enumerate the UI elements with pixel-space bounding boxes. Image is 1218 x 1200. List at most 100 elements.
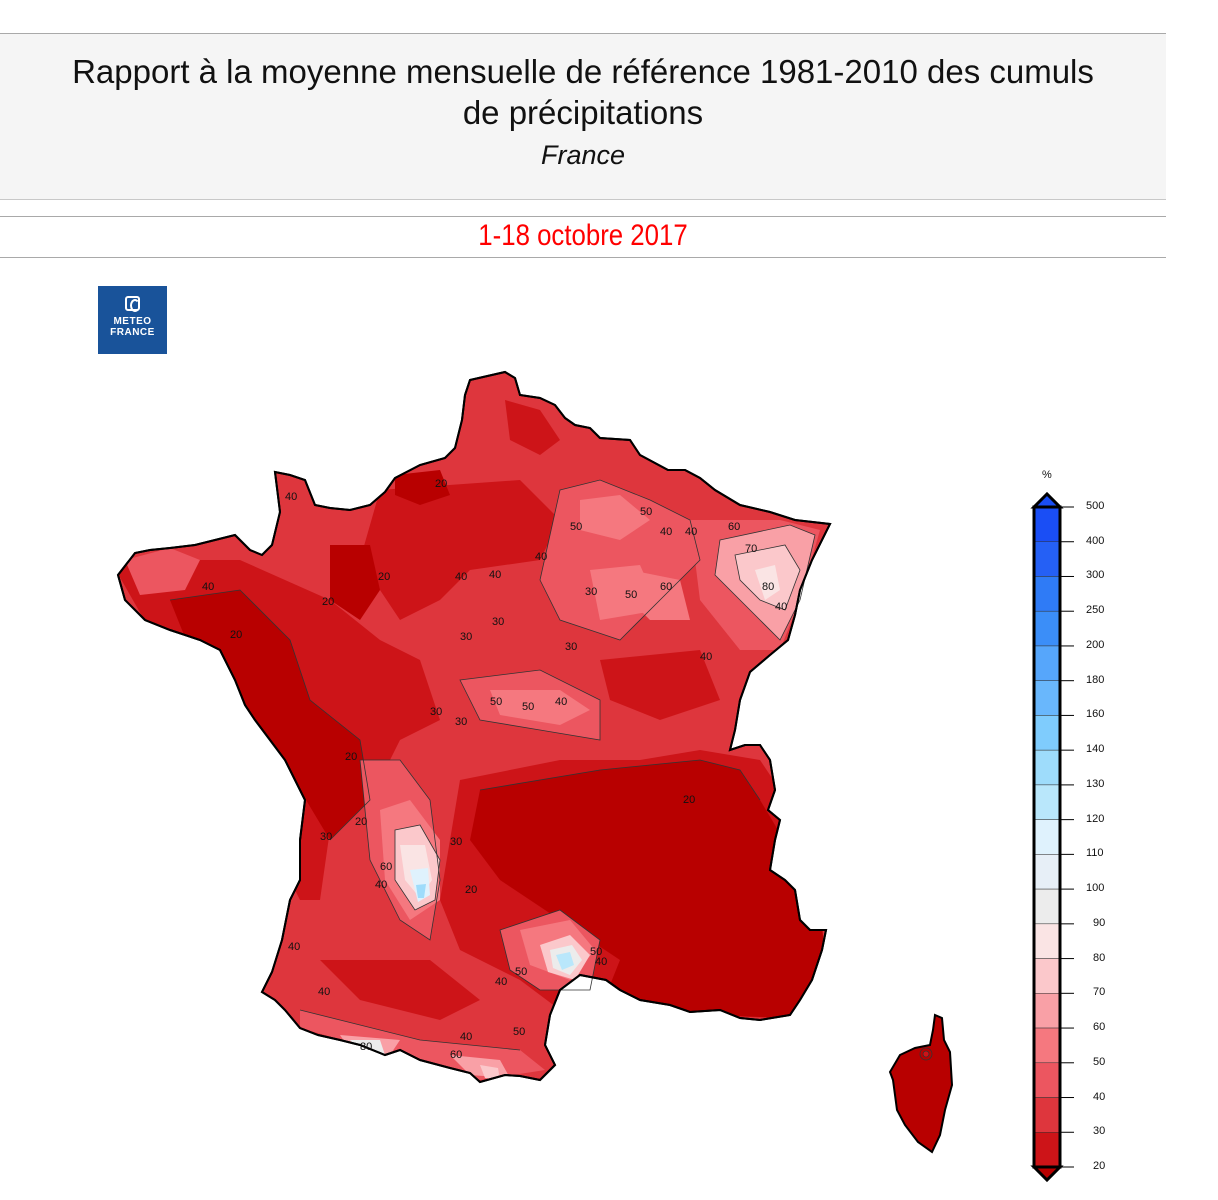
svg-text:40: 40 [375, 879, 387, 891]
map-title-line2: de précipitations [462, 94, 704, 131]
logo-text-france: FRANCE [110, 327, 155, 338]
colorbar-tick-label: 110 [1086, 847, 1104, 860]
colorbar-band [1033, 888, 1061, 925]
colorbar-band [1033, 610, 1061, 647]
svg-text:30: 30 [492, 616, 504, 628]
svg-text:40: 40 [202, 581, 214, 593]
svg-text:20: 20 [683, 794, 695, 806]
colorbar-band [1033, 645, 1061, 681]
colorbar-band [1033, 993, 1061, 1029]
svg-text:20: 20 [322, 596, 334, 608]
colorbar-band [1033, 680, 1061, 716]
svg-text:30: 30 [320, 831, 332, 843]
contour-labels: 20 20 20 40 40 20 40 40 40 50 50 40 40 6… [202, 478, 787, 1061]
colorbar-tick-label: 120 [1086, 812, 1105, 825]
svg-text:40: 40 [460, 1031, 472, 1043]
colorbar-band [1033, 1132, 1061, 1168]
svg-text:60: 60 [450, 1049, 462, 1061]
contour-fills [118, 372, 830, 1082]
colorbar-tick-label: 40 [1093, 1090, 1106, 1103]
svg-text:40: 40 [318, 986, 330, 998]
date-band [0, 216, 1166, 258]
colorbar-band [1033, 506, 1061, 542]
svg-text:30: 30 [565, 641, 577, 653]
svg-text:60: 60 [728, 521, 740, 533]
colorbar-band [1033, 1027, 1061, 1064]
svg-text:50: 50 [515, 966, 527, 978]
colorbar-tick-label: 300 [1086, 569, 1105, 582]
colorbar-tick-label: 130 [1086, 777, 1105, 790]
colorbar-band [1033, 541, 1061, 577]
colorbar-unit: % [1042, 469, 1052, 481]
colorbar-over-arrow-icon [1030, 491, 1064, 509]
period-date: 1-18 octobre 2017 [478, 219, 688, 252]
svg-text:80: 80 [360, 1041, 372, 1053]
svg-text:50: 50 [590, 946, 602, 958]
svg-text:40: 40 [495, 976, 507, 988]
corsica [888, 1013, 954, 1154]
svg-text:70: 70 [745, 543, 757, 555]
svg-text:50: 50 [513, 1026, 525, 1038]
meteo-france-logo: METEO FRANCE [98, 286, 167, 354]
colorbar-tick-label: 50 [1093, 1055, 1106, 1068]
svg-text:80: 80 [762, 581, 774, 593]
svg-text:40: 40 [660, 526, 672, 538]
colorbar-tick-label: 30 [1093, 1125, 1106, 1138]
svg-text:50: 50 [625, 589, 637, 601]
colorbar-tick-label: 140 [1086, 743, 1105, 756]
svg-text:20: 20 [465, 884, 477, 896]
svg-text:20: 20 [355, 816, 367, 828]
colorbar-tick-label: 60 [1093, 1021, 1106, 1034]
svg-text:30: 30 [450, 836, 462, 848]
colorbar-tick-label: 400 [1086, 534, 1105, 547]
svg-text:50: 50 [490, 696, 502, 708]
svg-text:50: 50 [522, 701, 534, 713]
colorbar [1030, 491, 1074, 1183]
colorbar-tick-label: 90 [1093, 916, 1106, 929]
colorbar-tick-label: 250 [1086, 604, 1105, 617]
map-subtitle: France [540, 140, 626, 170]
svg-text:40: 40 [489, 569, 501, 581]
logo-text-meteo: METEO [113, 316, 152, 327]
contour-lines [169, 479, 816, 1051]
colorbar-band [1033, 715, 1061, 751]
svg-text:30: 30 [430, 706, 442, 718]
svg-text:60: 60 [380, 861, 392, 873]
france-outline [116, 370, 832, 1084]
svg-text:40: 40 [288, 941, 300, 953]
map-title: Rapport à la moyenne mensuelle de référe… [72, 53, 1094, 90]
svg-text:40: 40 [455, 571, 467, 583]
svg-text:40: 40 [700, 651, 712, 663]
svg-text:30: 30 [460, 631, 472, 643]
svg-text:20: 20 [378, 571, 390, 583]
svg-text:50: 50 [570, 521, 582, 533]
colorbar-tick-label: 100 [1086, 882, 1105, 895]
colorbar-band [1033, 1097, 1061, 1133]
svg-text:30: 30 [455, 716, 467, 728]
colorbar-tick-label: 160 [1086, 708, 1105, 721]
colorbar-band [1033, 1062, 1061, 1098]
colorbar-band [1033, 923, 1061, 959]
svg-text:60: 60 [660, 581, 672, 593]
colorbar-band [1033, 749, 1061, 786]
svg-text:40: 40 [555, 696, 567, 708]
svg-text:40: 40 [685, 526, 697, 538]
colorbar-tick-label: 180 [1086, 673, 1105, 686]
colorbar-band [1033, 958, 1061, 994]
svg-text:20: 20 [230, 629, 242, 641]
colorbar-band [1033, 854, 1061, 890]
colorbar-tick-label: 200 [1086, 638, 1105, 651]
colorbar-band [1033, 819, 1061, 855]
svg-text:20: 20 [435, 478, 447, 490]
svg-text:40: 40 [285, 491, 297, 503]
meteo-france-logo-icon [125, 296, 140, 312]
svg-text:20: 20 [345, 751, 357, 763]
title-panel [0, 33, 1166, 200]
svg-text:50: 50 [640, 506, 652, 518]
colorbar-tick-label: 70 [1093, 986, 1106, 999]
svg-text:40: 40 [535, 551, 547, 563]
colorbar-tick-label: 80 [1093, 951, 1106, 964]
svg-text:40: 40 [775, 601, 787, 613]
svg-text:40: 40 [595, 956, 607, 968]
